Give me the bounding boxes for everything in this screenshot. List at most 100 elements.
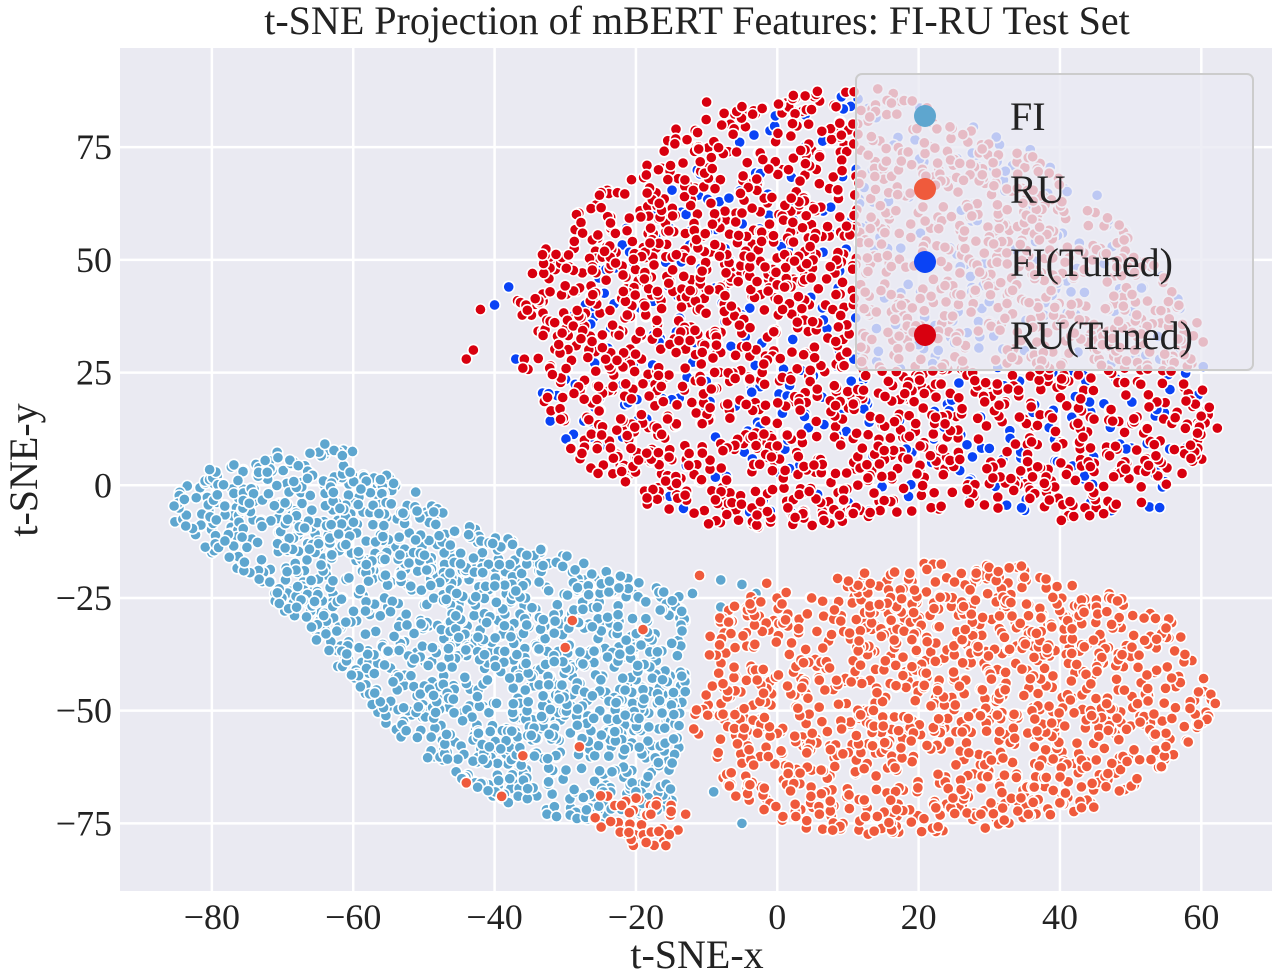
scatter-point (917, 387, 931, 400)
scatter-point (1052, 706, 1066, 720)
scatter-point (836, 747, 850, 761)
scatter-point (359, 558, 373, 571)
scatter-point (810, 625, 824, 638)
scatter-point (948, 698, 962, 712)
scatter-point (1006, 369, 1019, 382)
scatter-point (556, 391, 570, 404)
scatter-point (792, 622, 805, 636)
scatter-point (592, 799, 606, 813)
scatter-point (695, 446, 709, 460)
scatter-point (616, 671, 630, 685)
scatter-point (1202, 400, 1216, 414)
scatter-point (625, 173, 638, 187)
scatter-point (920, 635, 934, 649)
scatter-point (366, 518, 380, 532)
scatter-point (1064, 693, 1077, 707)
scatter-point (432, 529, 446, 543)
scatter-point (598, 244, 611, 258)
scatter-point (503, 772, 517, 786)
scatter-point (779, 613, 792, 627)
scatter-point (411, 700, 425, 714)
scatter-point (1015, 559, 1028, 573)
scatter-point (707, 785, 721, 799)
scatter-point (903, 566, 917, 580)
scatter-point (414, 617, 428, 631)
scatter-point (359, 604, 372, 618)
scatter-point (975, 683, 989, 697)
scatter-point (387, 629, 401, 643)
scatter-point (931, 820, 945, 834)
scatter-point (1004, 472, 1018, 486)
scatter-point (704, 196, 718, 210)
scatter-point (618, 683, 632, 697)
scatter-point (1126, 609, 1140, 622)
scatter-point (993, 609, 1006, 623)
scatter-point (1049, 440, 1063, 454)
scatter-point (536, 329, 550, 342)
scatter-point (1138, 633, 1151, 647)
scatter-point (729, 789, 743, 803)
scatter-point (811, 282, 825, 296)
scatter-point (931, 767, 945, 781)
scatter-point (690, 703, 703, 717)
scatter-point (421, 751, 435, 765)
scatter-point (626, 612, 639, 625)
scatter-point (955, 725, 969, 739)
scatter-point (1046, 590, 1060, 604)
scatter-point (686, 587, 699, 600)
scatter-point (1177, 377, 1191, 391)
scatter-point (1141, 694, 1155, 708)
scatter-point (267, 499, 281, 513)
scatter-point (828, 603, 841, 617)
scatter-point (931, 683, 945, 697)
scatter-point (688, 323, 702, 337)
scatter-point (657, 144, 671, 158)
scatter-point (974, 709, 987, 723)
scatter-point (971, 640, 985, 653)
scatter-point (1210, 421, 1224, 435)
scatter-point (1070, 736, 1084, 750)
scatter-point (305, 503, 319, 517)
scatter-point (393, 548, 407, 562)
scatter-point (969, 593, 982, 607)
scatter-point (218, 499, 232, 513)
scatter-point (642, 720, 656, 734)
scatter-point (1039, 572, 1053, 586)
scatter-point (602, 749, 616, 763)
scatter-point (447, 692, 460, 706)
scatter-point (421, 659, 435, 672)
scatter-point (929, 801, 943, 815)
scatter-point (1181, 735, 1195, 749)
scatter-point (536, 689, 550, 703)
scatter-point (458, 670, 472, 684)
scatter-point (1105, 617, 1118, 631)
scatter-point (595, 728, 608, 742)
scatter-point (535, 710, 548, 723)
scatter-point (324, 518, 338, 532)
scatter-point (760, 576, 774, 590)
scatter-point (541, 391, 554, 404)
scatter-point (467, 609, 481, 622)
scatter-point (1065, 646, 1079, 660)
scatter-point (575, 761, 588, 775)
scatter-point (652, 824, 666, 838)
scatter-point (672, 719, 686, 733)
scatter-point (1028, 712, 1042, 726)
scatter-point (1175, 467, 1189, 480)
scatter-point (936, 468, 950, 482)
scatter-point (861, 471, 875, 485)
scatter-point (1196, 383, 1209, 397)
scatter-point (743, 372, 757, 386)
scatter-point (622, 825, 636, 839)
scatter-point (742, 743, 756, 757)
scatter-point (936, 442, 950, 456)
scatter-point (1021, 807, 1035, 821)
scatter-point (480, 616, 494, 629)
scatter-point (339, 615, 353, 629)
scatter-point (775, 597, 789, 611)
scatter-point (897, 482, 910, 495)
scatter-point (516, 749, 530, 763)
scatter-point (651, 645, 664, 659)
scatter-point (991, 565, 1005, 578)
scatter-point (314, 558, 328, 572)
